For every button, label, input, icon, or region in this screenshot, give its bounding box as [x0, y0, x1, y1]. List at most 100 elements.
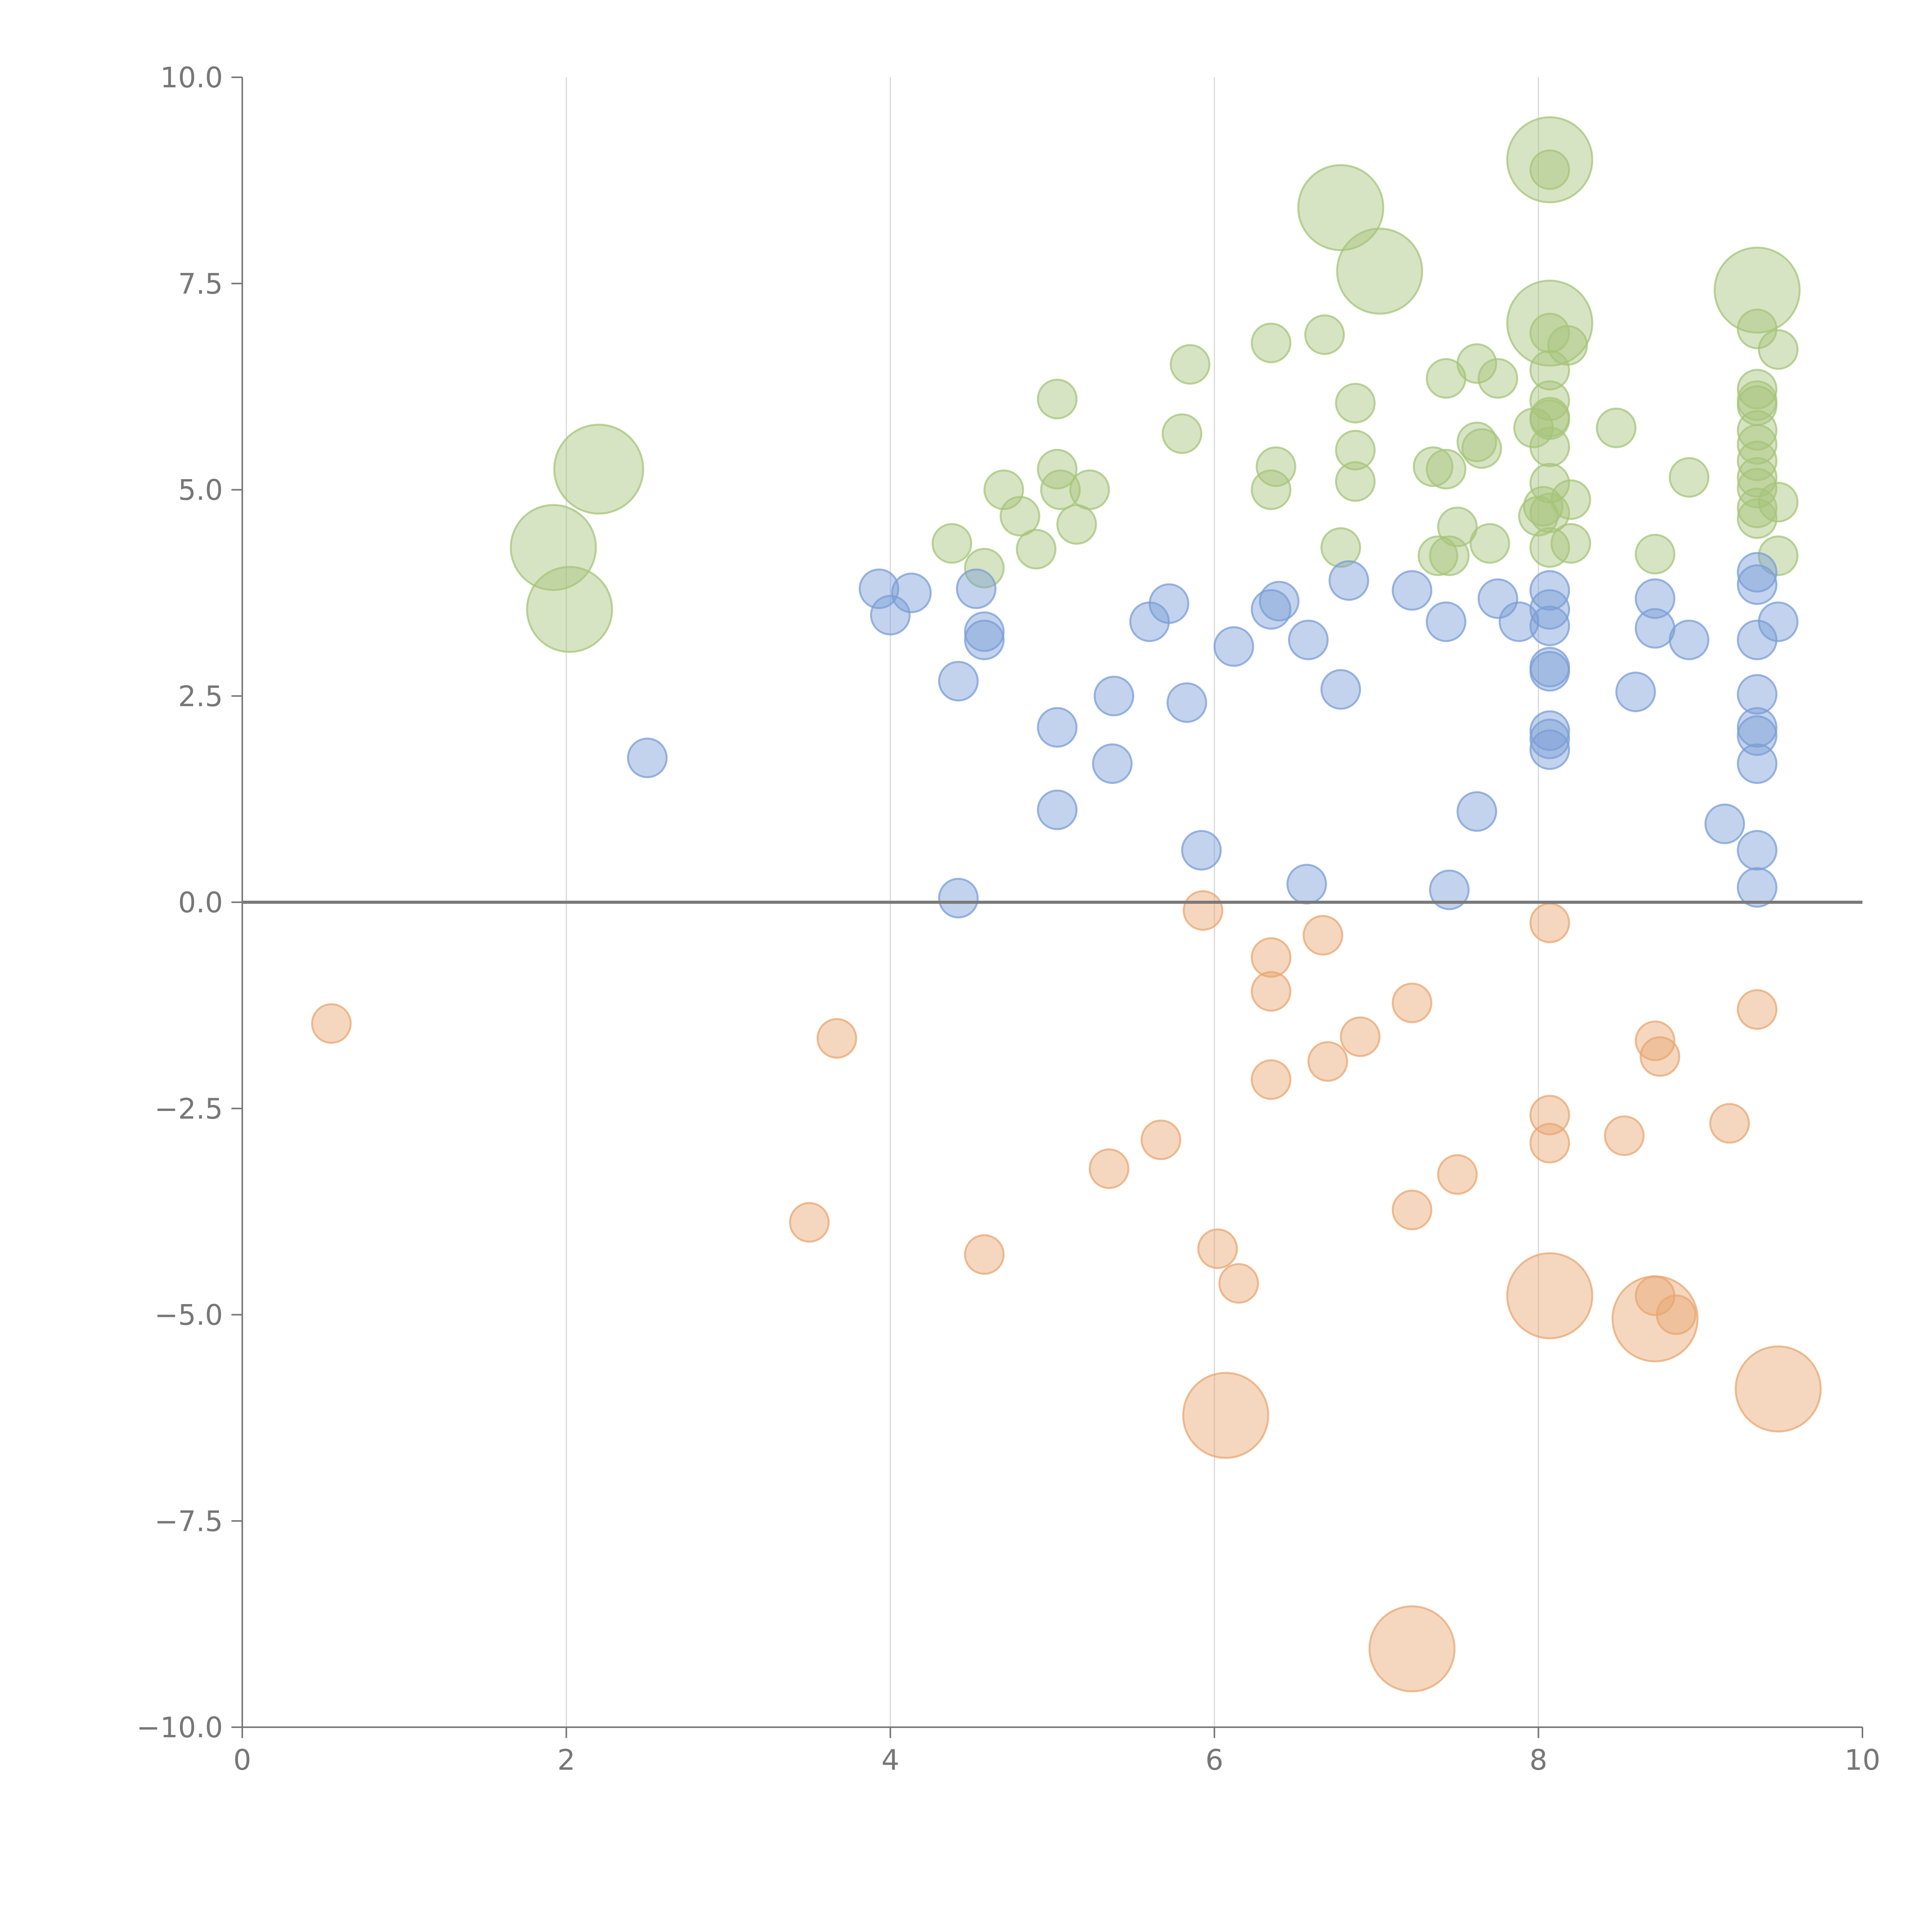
green-point-26[interactable]: [1417, 535, 1458, 576]
green-point-71[interactable]: [1758, 535, 1799, 576]
orange-point-10[interactable]: [1251, 937, 1292, 978]
green-point-19[interactable]: [1297, 164, 1384, 251]
green-point-69[interactable]: [1758, 329, 1799, 370]
blue-point-8[interactable]: [964, 619, 1005, 660]
green-point-2[interactable]: [553, 423, 644, 515]
blue-point-31[interactable]: [1529, 589, 1570, 630]
blue-point-40[interactable]: [1634, 608, 1675, 649]
blue-point-12[interactable]: [1094, 675, 1134, 716]
orange-point-0[interactable]: [311, 1003, 352, 1044]
green-point-52[interactable]: [1550, 479, 1591, 520]
green-point-57[interactable]: [1713, 247, 1801, 334]
orange-point-15[interactable]: [1340, 1016, 1381, 1057]
orange-point-21[interactable]: [1529, 1095, 1570, 1136]
green-point-23[interactable]: [1335, 461, 1376, 502]
orange-point-23[interactable]: [1506, 1252, 1594, 1339]
green-point-41[interactable]: [1506, 279, 1594, 367]
blue-point-52[interactable]: [1758, 601, 1799, 642]
orange-point-4[interactable]: [1088, 1148, 1129, 1189]
orange-point-19[interactable]: [1437, 1154, 1478, 1195]
orange-point-22[interactable]: [1529, 1122, 1570, 1163]
green-point-21[interactable]: [1335, 383, 1376, 423]
blue-point-38[interactable]: [1615, 672, 1656, 713]
blue-point-51[interactable]: [1736, 867, 1777, 908]
green-point-40[interactable]: [1529, 149, 1570, 190]
blue-point-14[interactable]: [1148, 583, 1189, 624]
blue-point-48[interactable]: [1736, 715, 1777, 756]
blue-point-1[interactable]: [859, 568, 900, 609]
blue-point-29[interactable]: [1498, 601, 1539, 642]
blue-point-27[interactable]: [1456, 791, 1497, 832]
blue-point-39[interactable]: [1634, 578, 1675, 619]
green-point-10[interactable]: [1040, 469, 1081, 510]
green-point-15[interactable]: [1251, 322, 1292, 363]
green-point-3[interactable]: [932, 523, 973, 564]
blue-point-2[interactable]: [870, 595, 911, 636]
blue-point-34[interactable]: [1529, 651, 1570, 692]
orange-point-1[interactable]: [789, 1202, 830, 1243]
green-point-9[interactable]: [1037, 449, 1078, 490]
blue-point-50[interactable]: [1736, 830, 1777, 871]
blue-point-4[interactable]: [938, 878, 979, 918]
blue-point-42[interactable]: [1704, 803, 1745, 844]
green-point-8[interactable]: [1037, 379, 1078, 420]
green-point-48[interactable]: [1529, 463, 1570, 503]
green-point-50[interactable]: [1529, 527, 1570, 568]
blue-point-19[interactable]: [1259, 581, 1300, 622]
blue-point-37[interactable]: [1529, 729, 1570, 770]
blue-point-17[interactable]: [1213, 626, 1254, 667]
green-point-11[interactable]: [1056, 504, 1097, 545]
blue-point-44[interactable]: [1736, 564, 1777, 605]
green-point-0[interactable]: [510, 504, 597, 591]
green-point-14[interactable]: [1170, 344, 1211, 385]
blue-point-49[interactable]: [1736, 743, 1777, 784]
green-point-31[interactable]: [1456, 343, 1497, 384]
blue-point-25[interactable]: [1425, 601, 1466, 642]
green-point-54[interactable]: [1596, 407, 1637, 448]
orange-point-20[interactable]: [1529, 902, 1570, 943]
green-point-53[interactable]: [1550, 523, 1591, 564]
green-point-32[interactable]: [1456, 422, 1497, 463]
blue-point-15[interactable]: [1167, 682, 1208, 723]
blue-point-3[interactable]: [891, 572, 932, 613]
blue-point-43[interactable]: [1736, 552, 1777, 593]
green-point-28[interactable]: [1425, 449, 1466, 490]
orange-point-2[interactable]: [816, 1018, 857, 1059]
green-point-70[interactable]: [1758, 482, 1799, 523]
orange-point-6[interactable]: [1182, 890, 1223, 931]
green-point-33[interactable]: [1461, 428, 1502, 469]
green-point-51[interactable]: [1547, 325, 1588, 366]
green-point-6[interactable]: [1000, 496, 1041, 537]
orange-point-18[interactable]: [1368, 1605, 1456, 1692]
green-point-17[interactable]: [1255, 446, 1296, 487]
green-point-18[interactable]: [1304, 314, 1345, 355]
blue-point-28[interactable]: [1478, 578, 1519, 619]
orange-point-5[interactable]: [1140, 1119, 1181, 1160]
green-point-4[interactable]: [964, 548, 1005, 588]
orange-point-7[interactable]: [1197, 1228, 1238, 1269]
blue-point-18[interactable]: [1251, 589, 1292, 630]
blue-point-22[interactable]: [1320, 669, 1361, 710]
green-point-59[interactable]: [1736, 369, 1777, 410]
green-point-63[interactable]: [1736, 424, 1777, 465]
blue-point-10[interactable]: [1037, 789, 1078, 830]
green-point-5[interactable]: [983, 469, 1024, 510]
blue-point-26[interactable]: [1429, 869, 1470, 910]
green-point-56[interactable]: [1668, 457, 1709, 498]
blue-point-7[interactable]: [964, 611, 1005, 652]
blue-point-20[interactable]: [1286, 864, 1327, 905]
orange-point-9[interactable]: [1218, 1263, 1259, 1304]
blue-point-11[interactable]: [1092, 743, 1133, 784]
blue-point-47[interactable]: [1736, 707, 1777, 748]
orange-point-16[interactable]: [1391, 982, 1432, 1023]
orange-point-3[interactable]: [964, 1234, 1005, 1275]
green-point-22[interactable]: [1335, 430, 1376, 471]
green-point-38[interactable]: [1523, 486, 1564, 527]
blue-point-46[interactable]: [1736, 674, 1777, 715]
blue-point-41[interactable]: [1668, 619, 1709, 660]
orange-point-14[interactable]: [1307, 1041, 1348, 1082]
green-point-47[interactable]: [1529, 426, 1570, 467]
blue-point-24[interactable]: [1391, 570, 1432, 611]
orange-point-13[interactable]: [1303, 915, 1344, 956]
green-point-35[interactable]: [1478, 358, 1519, 399]
